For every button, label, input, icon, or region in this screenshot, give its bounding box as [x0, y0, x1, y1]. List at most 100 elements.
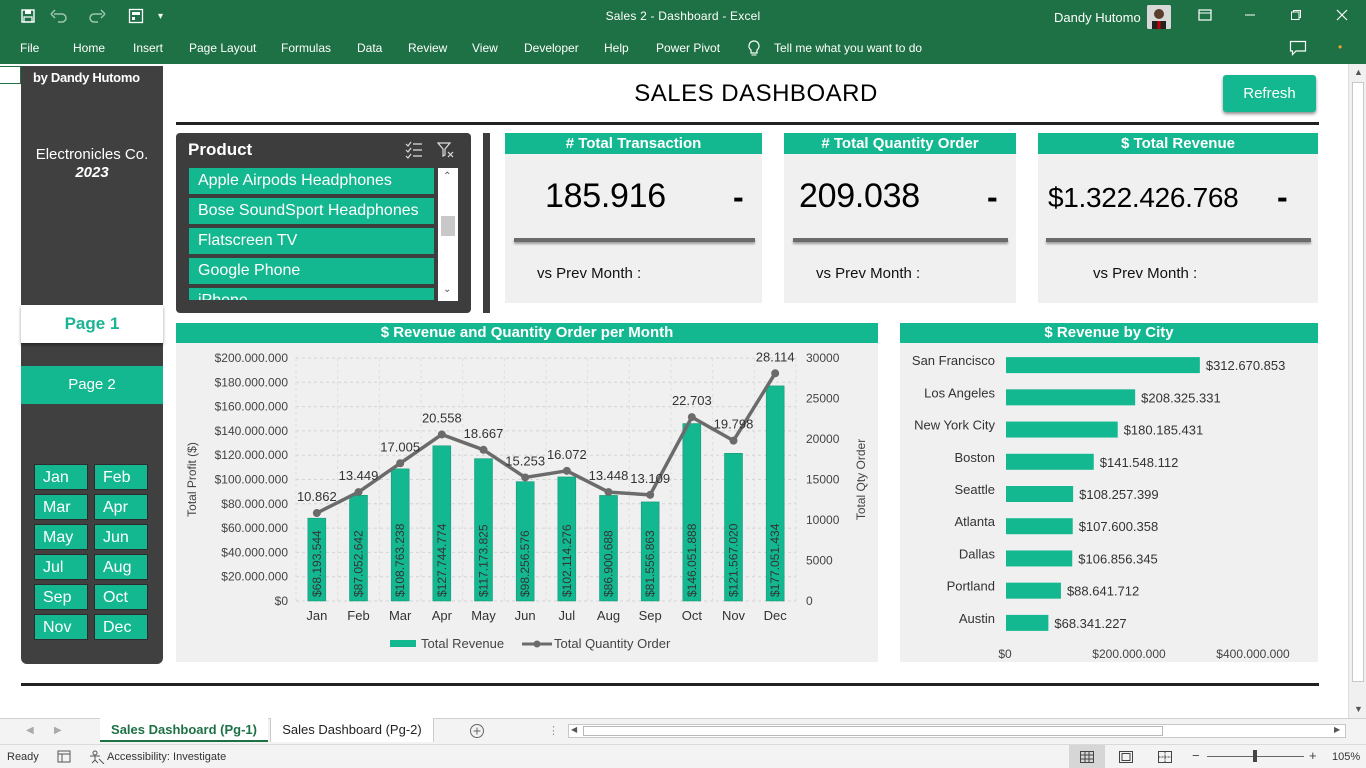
dashboard-title: SALES DASHBOARD: [634, 80, 878, 107]
minimize-icon[interactable]: [1244, 8, 1256, 26]
customize-icon[interactable]: ▾: [158, 11, 164, 22]
tab-view[interactable]: View: [472, 41, 498, 55]
comments-icon[interactable]: [1289, 40, 1307, 58]
y-tick-label: $120.000.000: [215, 448, 289, 462]
save-icon[interactable]: [20, 8, 36, 26]
month-button-jan[interactable]: Jan: [34, 464, 88, 490]
accessibility-status[interactable]: Accessibility: Investigate: [107, 751, 227, 763]
undo-icon[interactable]: [50, 8, 68, 26]
city-bar: [1006, 453, 1094, 470]
tab-power-pivot[interactable]: Power Pivot: [656, 41, 721, 55]
sheet-tab-pg2[interactable]: Sales Dashboard (Pg-2): [270, 718, 434, 742]
month-button-apr[interactable]: Apr: [94, 494, 148, 520]
x-tick-label: May: [471, 608, 496, 623]
maximize-icon[interactable]: [1290, 8, 1302, 26]
vertical-scroll-thumb[interactable]: [1352, 82, 1364, 682]
multi-select-icon[interactable]: [405, 141, 423, 164]
refresh-button[interactable]: Refresh: [1223, 75, 1316, 112]
horizontal-scroll-thumb[interactable]: [583, 726, 1163, 736]
horizontal-scrollbar[interactable]: ◀ ▶: [568, 724, 1346, 738]
zoom-slider-handle[interactable]: [1253, 750, 1257, 762]
prev-sheet-icon[interactable]: ◀: [26, 725, 34, 736]
month-button-feb[interactable]: Feb: [94, 464, 148, 490]
page-layout-view-icon[interactable]: [1119, 751, 1133, 766]
tab-review[interactable]: Review: [408, 41, 448, 55]
tab-formulas[interactable]: Formulas: [281, 41, 332, 55]
slicer-item-iphone[interactable]: iPhone: [189, 288, 434, 300]
tab-developer[interactable]: Developer: [524, 41, 579, 55]
y2-tick-label: 25000: [806, 392, 840, 406]
kpi-delta: -: [987, 179, 998, 215]
page-1-button[interactable]: Page 1: [21, 305, 163, 343]
slicer-item-bose-soundsport[interactable]: Bose SoundSport Headphones: [189, 198, 434, 224]
next-sheet-icon[interactable]: ▶: [54, 725, 62, 736]
city-bar: [1006, 614, 1049, 631]
revenue-bar: [432, 445, 452, 602]
selected-cell[interactable]: [0, 66, 21, 84]
slicer-scroll-thumb[interactable]: [441, 216, 455, 236]
month-button-sep[interactable]: Sep: [34, 584, 88, 610]
accessibility-icon[interactable]: [89, 750, 105, 767]
revenue-data-label: $121.567.020: [727, 523, 741, 597]
city-bar: [1006, 389, 1136, 406]
zoom-level[interactable]: 105%: [1332, 751, 1361, 763]
title-bar: ▾ Sales 2 - Dashboard - Excel Dandy Huto…: [0, 0, 1366, 34]
ribbon-display-icon[interactable]: [1198, 8, 1212, 26]
slicer-item-google-phone[interactable]: Google Phone: [189, 258, 434, 284]
tab-home[interactable]: Home: [73, 41, 106, 55]
page-break-view-icon[interactable]: [1158, 751, 1172, 766]
legend-marker-quantity: [533, 640, 541, 648]
tab-file[interactable]: File: [20, 41, 40, 55]
slicer-scroll-up-icon[interactable]: ⌃: [443, 171, 452, 182]
revenue-data-label: $127.744.774: [435, 523, 449, 597]
tab-data[interactable]: Data: [357, 41, 383, 55]
x-tick-label: $400.000.000: [1216, 647, 1290, 661]
kpi-divider: [514, 238, 755, 242]
city-data-label: $106.856.345: [1078, 551, 1158, 566]
quantity-point: [437, 430, 446, 439]
kpi-divider: [793, 238, 1008, 242]
tab-page-layout[interactable]: Page Layout: [189, 41, 257, 55]
avatar[interactable]: [1147, 5, 1171, 29]
zoom-out-icon[interactable]: −: [1192, 748, 1200, 763]
user-name[interactable]: Dandy Hutomo: [1054, 10, 1141, 25]
macro-record-icon[interactable]: [57, 750, 71, 766]
month-button-dec[interactable]: Dec: [94, 614, 148, 640]
normal-view-button[interactable]: [1069, 745, 1105, 768]
close-icon[interactable]: [1336, 8, 1348, 26]
zoom-in-icon[interactable]: +: [1309, 748, 1317, 763]
tell-me-search[interactable]: Tell me what you want to do: [774, 41, 923, 55]
slicer-item-flatscreen-tv[interactable]: Flatscreen TV: [189, 228, 434, 254]
form-icon[interactable]: [128, 8, 144, 26]
kpi-total-quantity: # Total Quantity Order 209.038 - vs Prev…: [784, 133, 1016, 303]
tab-insert[interactable]: Insert: [133, 41, 164, 55]
page-2-button[interactable]: Page 2: [21, 366, 163, 404]
add-sheet-icon[interactable]: [469, 723, 485, 744]
slicer-scrollbar[interactable]: ⌃ ⌄: [438, 168, 458, 301]
scroll-left-icon[interactable]: ◀: [571, 725, 578, 734]
scroll-down-icon[interactable]: ▼: [1354, 704, 1363, 714]
kpi-delta: -: [1277, 179, 1288, 215]
x-tick-label: Feb: [347, 608, 369, 623]
slicer-item-apple-airpods[interactable]: Apple Airpods Headphones: [189, 168, 434, 194]
quantity-data-label: 28.114: [756, 349, 795, 364]
split-handle-icon[interactable]: ⋮: [548, 725, 559, 737]
tab-help[interactable]: Help: [604, 41, 629, 55]
slicer-title: Product: [188, 140, 253, 159]
month-button-aug[interactable]: Aug: [94, 554, 148, 580]
scroll-right-icon[interactable]: ▶: [1334, 725, 1341, 734]
month-button-may[interactable]: May: [34, 524, 88, 550]
month-button-mar[interactable]: Mar: [34, 494, 88, 520]
sheet-tab-pg1[interactable]: Sales Dashboard (Pg-1): [100, 718, 268, 742]
y-axis-label: Total Profit ($): [185, 442, 199, 517]
month-button-oct[interactable]: Oct: [94, 584, 148, 610]
month-button-nov[interactable]: Nov: [34, 614, 88, 640]
y-tick-label: $80.000.000: [221, 497, 288, 511]
slicer-scroll-down-icon[interactable]: ⌄: [443, 284, 452, 295]
clear-filter-icon[interactable]: [436, 141, 455, 164]
scroll-up-icon[interactable]: ▲: [1354, 67, 1363, 77]
vertical-scrollbar[interactable]: ▲ ▼: [1348, 64, 1366, 718]
redo-icon[interactable]: [88, 8, 106, 26]
month-button-jun[interactable]: Jun: [94, 524, 148, 550]
month-button-jul[interactable]: Jul: [34, 554, 88, 580]
